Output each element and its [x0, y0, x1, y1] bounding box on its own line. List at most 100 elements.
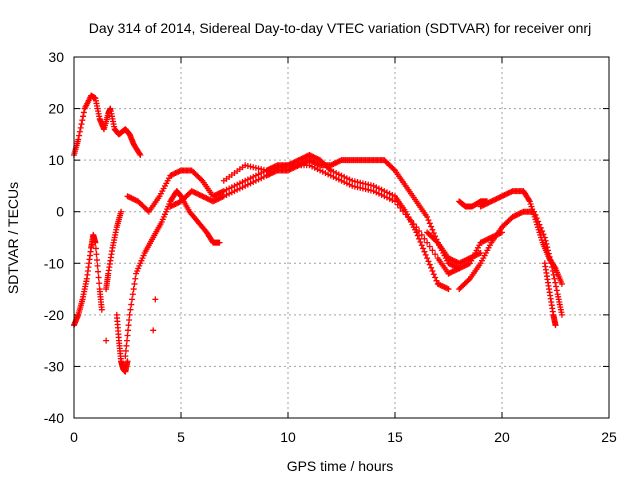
- data-point: [432, 251, 439, 258]
- data-point: [375, 185, 382, 192]
- data-point: [378, 186, 385, 193]
- data-point: [346, 181, 353, 188]
- data-point: [255, 171, 262, 178]
- data-point: [223, 186, 230, 193]
- data-points: [71, 92, 565, 375]
- data-point: [226, 190, 233, 197]
- data-point: [418, 231, 425, 238]
- data-point: [392, 198, 398, 205]
- data-point: [129, 291, 136, 298]
- data-point: [255, 176, 262, 183]
- data-point: [432, 274, 439, 281]
- data-point: [76, 132, 83, 139]
- data-point: [236, 180, 243, 187]
- y-tick-label: 10: [48, 152, 64, 168]
- data-point: [250, 179, 257, 186]
- y-tick-label: 20: [48, 101, 64, 117]
- data-point: [381, 188, 388, 195]
- series-isolated: [103, 296, 159, 344]
- data-point: [306, 162, 313, 169]
- data-point: [408, 217, 415, 224]
- data-point: [122, 353, 129, 360]
- series-arc-late-f: [456, 198, 491, 210]
- data-point: [78, 121, 85, 128]
- data-point: [234, 186, 241, 193]
- data-point: [126, 311, 133, 318]
- data-point: [335, 171, 342, 178]
- data-point: [327, 172, 334, 179]
- y-tick-label: -20: [44, 307, 64, 323]
- data-point: [98, 306, 105, 313]
- data-point: [126, 317, 133, 324]
- data-point: [346, 176, 353, 183]
- data-point: [260, 173, 267, 180]
- data-point: [477, 249, 484, 256]
- data-point: [137, 151, 144, 158]
- data-point: [386, 190, 393, 197]
- data-point: [370, 188, 377, 195]
- y-tick-label: -40: [44, 410, 64, 426]
- y-tick-label: 30: [48, 49, 64, 65]
- series-arc-late-e: [541, 260, 559, 329]
- data-point: [397, 204, 404, 211]
- data-point: [551, 264, 558, 271]
- series-arc-early-high: [71, 92, 144, 158]
- data-point: [429, 247, 436, 254]
- data-point: [424, 213, 431, 220]
- data-point: [416, 228, 423, 235]
- data-point: [428, 223, 435, 230]
- data-point: [421, 235, 428, 242]
- data-point: [239, 184, 246, 191]
- data-point: [77, 124, 84, 131]
- data-point: [333, 170, 340, 177]
- x-tick-label: 0: [70, 429, 78, 445]
- data-point: [317, 167, 324, 174]
- data-point: [122, 347, 129, 354]
- data-point: [103, 337, 110, 344]
- data-point: [309, 163, 316, 170]
- data-point: [526, 197, 533, 204]
- data-point: [389, 197, 396, 204]
- data-point: [405, 214, 412, 221]
- data-point: [96, 280, 103, 287]
- data-point: [136, 150, 143, 157]
- data-point: [152, 296, 159, 303]
- data-point: [220, 188, 227, 195]
- data-point: [551, 275, 558, 282]
- data-point: [129, 296, 136, 303]
- data-point: [418, 242, 425, 249]
- data-point: [428, 264, 435, 271]
- y-tick-label: -30: [44, 358, 64, 374]
- data-point: [430, 271, 437, 278]
- data-point: [76, 128, 83, 135]
- data-point: [426, 220, 433, 227]
- series-arc-late-b: [445, 229, 505, 277]
- data-point: [125, 322, 132, 329]
- data-point: [558, 311, 565, 318]
- data-point: [231, 188, 238, 195]
- data-point: [553, 283, 560, 290]
- data-point: [413, 224, 420, 231]
- data-point: [325, 171, 332, 178]
- chart-title: Day 314 of 2014, Sidereal Day-to-day VTE…: [89, 20, 591, 36]
- data-point: [231, 182, 238, 189]
- data-point: [378, 191, 385, 198]
- series-arc-late-d: [477, 188, 565, 287]
- data-point: [220, 193, 227, 200]
- data-point: [327, 167, 334, 174]
- data-point: [92, 245, 99, 252]
- data-point: [383, 189, 390, 196]
- data-point: [124, 332, 131, 339]
- data-point: [410, 220, 417, 227]
- data-point: [338, 177, 345, 184]
- data-point: [247, 175, 254, 182]
- data-point: [198, 176, 205, 183]
- data-point: [394, 201, 401, 208]
- data-point: [343, 175, 350, 182]
- data-point: [123, 342, 130, 349]
- data-point: [341, 173, 348, 180]
- data-point: [234, 181, 241, 188]
- data-point: [80, 113, 87, 120]
- plot-frame: [73, 56, 610, 419]
